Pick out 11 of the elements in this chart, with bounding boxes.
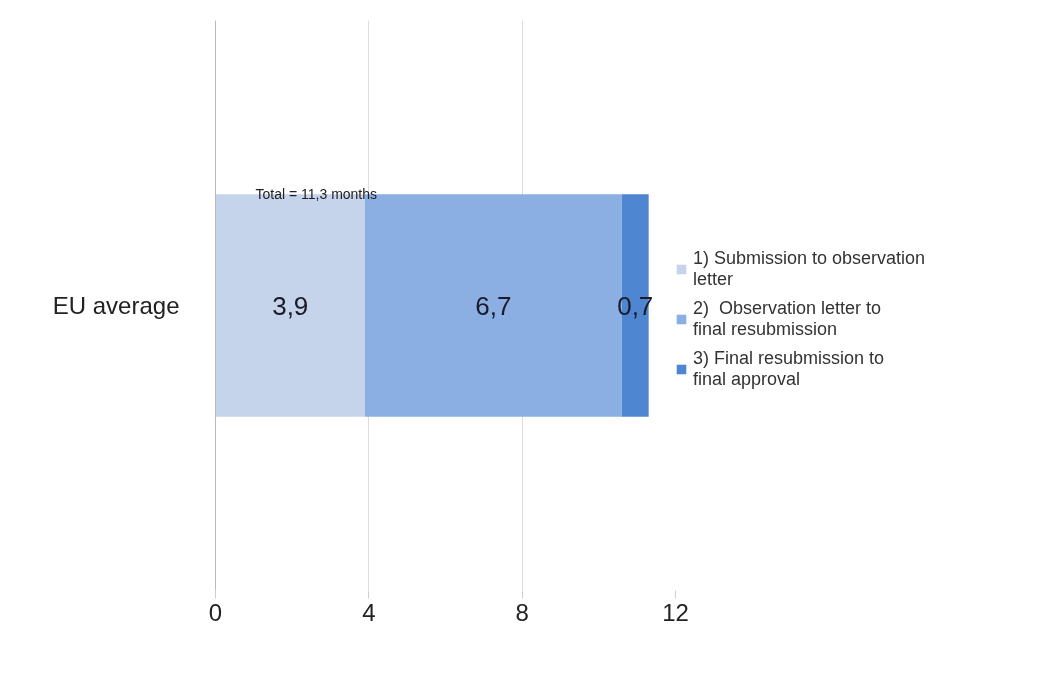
y-tick-label: EU average xyxy=(52,292,180,319)
legend-label: 2) Observation letter to final resubmission xyxy=(693,298,882,340)
x-tick-label: 4 xyxy=(362,598,376,626)
x-tick-label: 0 xyxy=(208,598,223,626)
x-tick-label: 12 xyxy=(662,598,689,626)
data-label: 3,9 xyxy=(272,290,309,321)
legend-label: 3) Final resubmission to final approval xyxy=(693,348,885,390)
legend-label: 1) Submission to observation letter xyxy=(693,248,926,290)
x-tick-label: 8 xyxy=(515,598,529,626)
data-label: 6,7 xyxy=(475,290,512,321)
total-label: Total = 11,3 months xyxy=(255,186,378,203)
